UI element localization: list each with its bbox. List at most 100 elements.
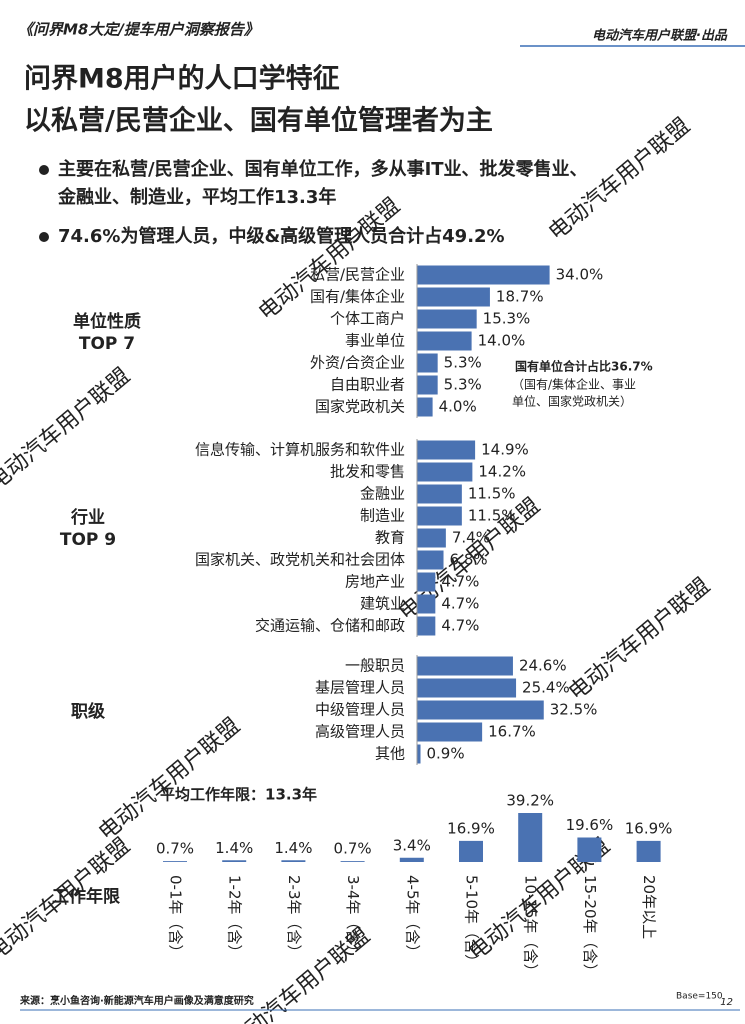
value-label: 0.9% (427, 745, 465, 763)
value-label: 4.7% (441, 617, 479, 635)
value-label: 18.7% (496, 288, 544, 306)
bar (417, 550, 444, 570)
category-label: 国家党政机关 (315, 398, 405, 416)
value-label: 14.0% (478, 332, 526, 350)
value-label: 24.6% (519, 657, 567, 675)
category-label: 建筑业 (360, 595, 405, 613)
group-label: 职级 (71, 701, 105, 722)
category-label: 房地产业 (345, 573, 405, 591)
page-number: 12 (720, 997, 733, 1008)
category-label: 高级管理人员 (315, 723, 405, 741)
report-name: 《问界M8大定/提车用户洞察报告》 (18, 21, 259, 39)
value-label: 39.2% (506, 792, 554, 810)
bar (417, 744, 421, 764)
value-label: 15.3% (483, 310, 531, 328)
value-label: 3.4% (393, 836, 431, 854)
category-label: 交通运输、仓储和邮政 (255, 617, 405, 635)
value-label: 16.7% (488, 723, 536, 741)
group-label: TOP 9 (60, 530, 116, 550)
page-title: 问界M8用户的人口学特征 (24, 63, 340, 95)
bar (417, 528, 446, 548)
source: 来源：烹小鱼咨询·新能源汽车用户画像及满意度研究 (19, 994, 254, 1007)
bullet: 金融业、制造业，平均工作13.3年 (57, 186, 336, 208)
axis-label: 工作年限 (52, 886, 120, 907)
value-label: 11.5% (468, 485, 516, 503)
value-label: 5.3% (444, 354, 482, 372)
bar (417, 484, 462, 504)
value-label: 7.4% (452, 529, 490, 547)
category-label: 外资/合资企业 (310, 354, 405, 372)
bar (417, 440, 476, 460)
value-label: 32.5% (550, 701, 598, 719)
value-label: 14.9% (481, 441, 529, 459)
bullet: 主要在私营/民营企业、国有单位工作，多从事IT业、批发零售业、 (58, 158, 588, 180)
bar (222, 860, 247, 862)
bar (417, 375, 438, 395)
group-label: TOP 7 (79, 334, 135, 354)
bullet-dot (39, 232, 49, 242)
bar (417, 506, 462, 526)
annotation-note: 单位、国家党政机关） (512, 394, 632, 409)
category-label: 自由职业者 (330, 376, 405, 394)
category-label: 2-3年（含） (285, 875, 303, 960)
category-label: 其他 (375, 745, 405, 763)
bullet: 74.6%为管理人员，中级&高级管理人员合计占49.2% (58, 225, 505, 247)
category-label: 中级管理人员 (315, 701, 405, 719)
bar (281, 860, 306, 862)
bar (417, 572, 436, 592)
category-label: 15-20年（含） (581, 875, 599, 979)
group-label: 行业 (70, 507, 105, 528)
chart-title: 平均工作年限：13.3年 (160, 786, 317, 804)
bar (417, 353, 438, 373)
value-label: 19.6% (566, 816, 614, 834)
category-label: 5-10年（含） (463, 875, 481, 969)
bar (417, 616, 436, 636)
bar (417, 462, 473, 482)
category-label: 国有/集体企业 (310, 288, 405, 306)
bar (577, 837, 602, 862)
category-label: 3-4年（含） (344, 875, 362, 960)
publisher: 电动汽车用户联盟·出品 (592, 28, 728, 44)
category-label: 0-1年（含） (167, 875, 185, 960)
bullet-dot (39, 165, 49, 175)
value-label: 4.0% (439, 398, 477, 416)
value-label: 11.5% (468, 507, 516, 525)
bar (399, 857, 424, 862)
bar (417, 722, 483, 742)
annotation: 国有单位合计占比36.7% (515, 359, 653, 374)
group-label: 单位性质 (73, 311, 141, 332)
value-label: 5.3% (444, 376, 482, 394)
value-label: 16.9% (625, 819, 673, 837)
bar (636, 840, 661, 862)
watermark: 电动汽车用户联盟 (94, 713, 245, 845)
category-label: 金融业 (360, 485, 405, 503)
category-label: 信息传输、计算机服务和软件业 (195, 441, 405, 459)
bar (417, 678, 517, 698)
bar (417, 309, 477, 329)
category-label: 个体工商户 (330, 310, 405, 328)
category-label: 私营/民营企业 (310, 266, 405, 284)
value-label: 16.9% (447, 819, 495, 837)
annotation-note: （国有/集体企业、事业 (512, 377, 636, 392)
value-label: 25.4% (522, 679, 570, 697)
watermark: 电动汽车用户联盟 (0, 363, 135, 495)
value-label: 6.8% (450, 551, 488, 569)
value-label: 1.4% (274, 839, 312, 857)
category-label: 制造业 (360, 507, 405, 525)
watermark: 电动汽车用户联盟 (564, 573, 715, 705)
bar (417, 700, 544, 720)
bar (417, 397, 433, 417)
value-label: 0.7% (156, 840, 194, 858)
page-subtitle: 以私营/民营企业、国有单位管理者为主 (24, 105, 493, 137)
category-label: 国家机关、政党机关和社会团体 (195, 551, 405, 569)
bar (417, 594, 436, 614)
value-label: 1.4% (215, 839, 253, 857)
category-label: 10-15年（含） (522, 875, 540, 979)
category-label: 20年以上 (640, 875, 658, 939)
category-label: 一般职员 (345, 657, 405, 675)
watermark: 电动汽车用户联盟 (254, 193, 405, 325)
base: Base=150 (676, 992, 723, 1002)
bar (459, 840, 483, 862)
category-label: 教育 (375, 529, 405, 547)
